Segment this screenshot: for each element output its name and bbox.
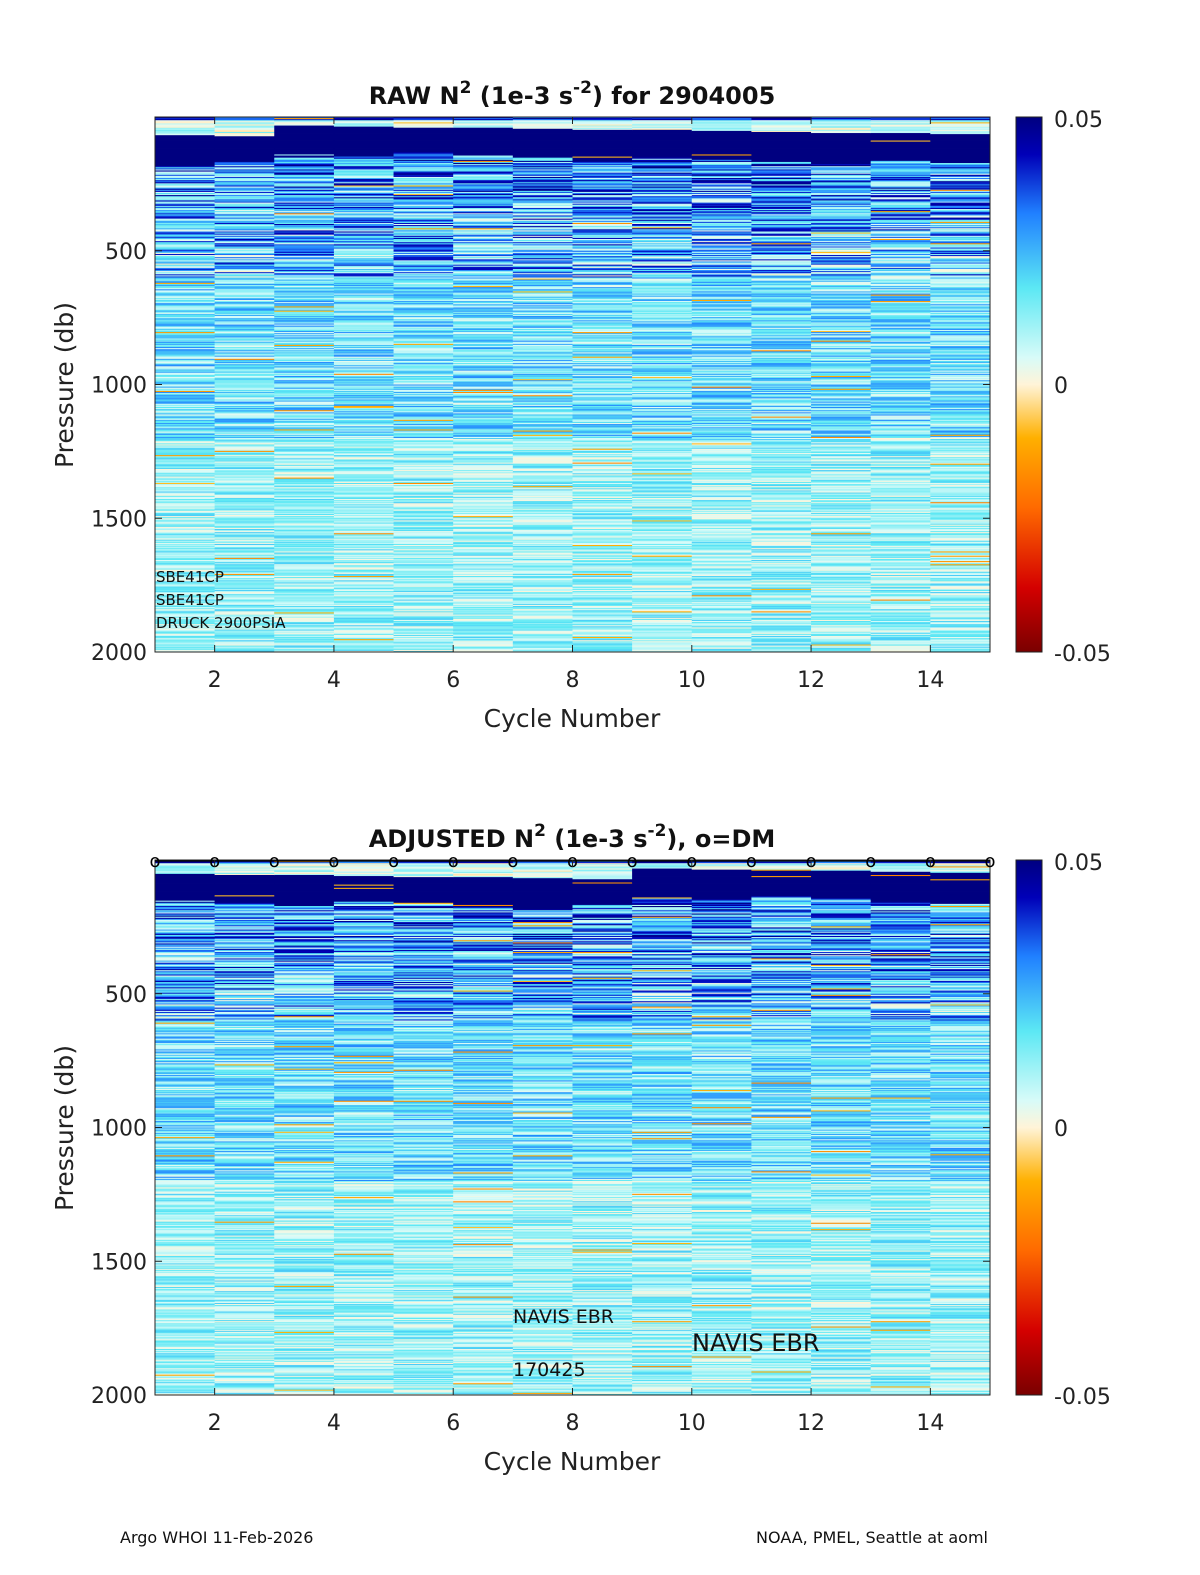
raw-heatmap bbox=[155, 117, 990, 652]
figure: RAW N2 (1e-3 s-2) for 2904005 2 4 6 8 10 12 14… bbox=[0, 0, 1200, 1575]
raw-n2-panel: RAW N2 (1e-3 s-2) for 2904005 2 4 6 8 10 12 14… bbox=[50, 78, 1111, 733]
raw-chart-title: RAW N2 (1e-3 s-2) for 2904005 bbox=[369, 78, 776, 110]
